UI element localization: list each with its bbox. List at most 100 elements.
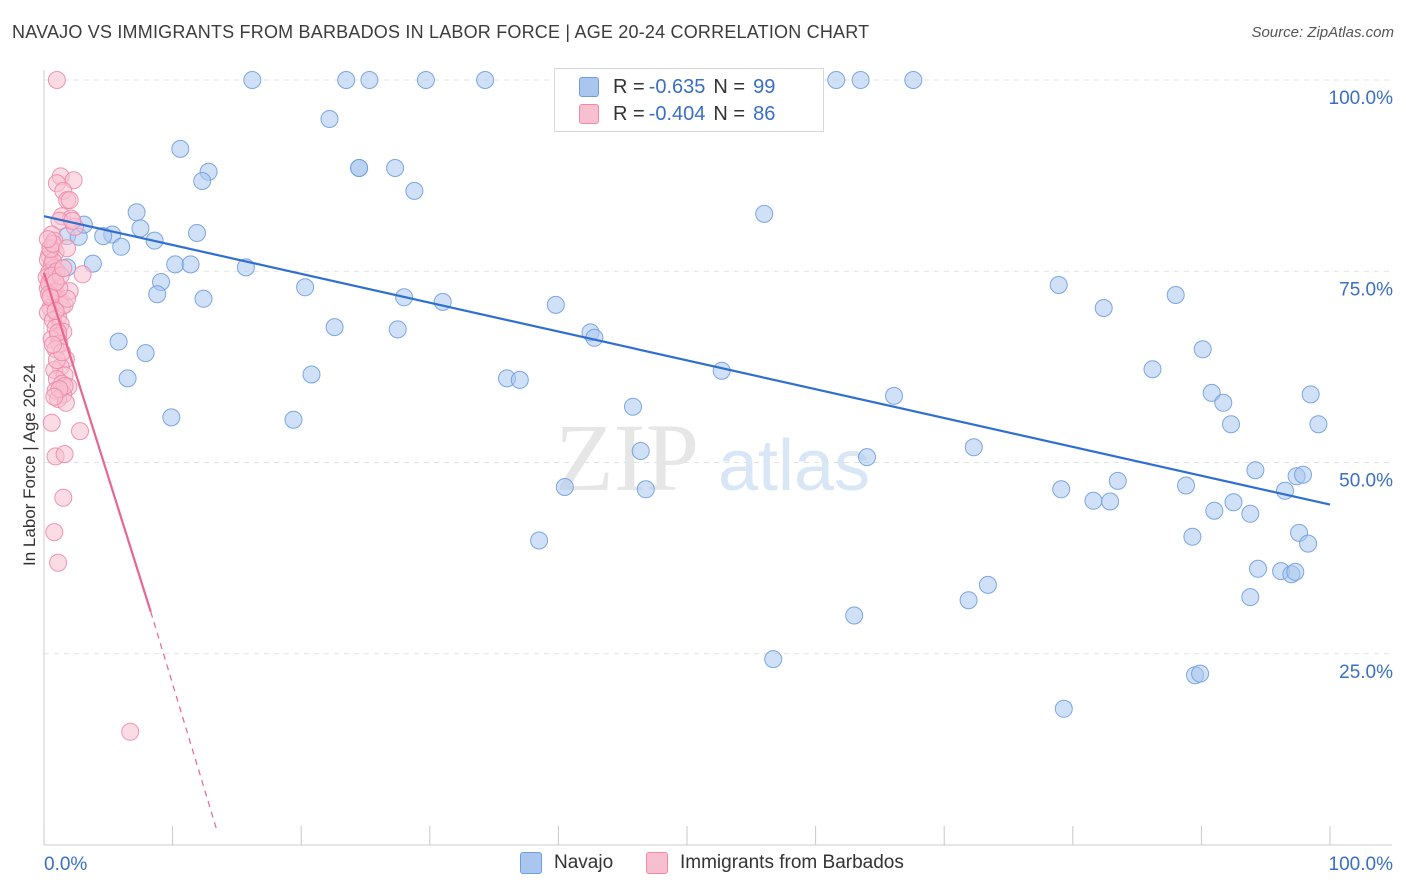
point-0-94 xyxy=(1054,699,1073,718)
point-0-62 xyxy=(1202,383,1221,402)
y-tick-label-3: 100.0% xyxy=(1329,88,1394,109)
point-0-41 xyxy=(109,332,128,351)
point-0-66 xyxy=(1309,415,1328,434)
point-0-89 xyxy=(1241,588,1260,607)
legend-n-value: 86 xyxy=(753,102,776,125)
point-0-38 xyxy=(755,204,774,223)
point-0-86 xyxy=(1286,562,1305,581)
point-0-50 xyxy=(885,386,903,405)
trend-line-navajo xyxy=(43,215,1331,506)
point-0-76 xyxy=(1205,501,1224,520)
point-0-53 xyxy=(636,480,655,499)
point-0-10 xyxy=(171,139,190,158)
point-0-20 xyxy=(94,227,113,246)
legend-item-navajo: Navajo xyxy=(520,852,613,874)
point-0-87 xyxy=(978,575,997,594)
point-0-82 xyxy=(530,531,549,550)
point-0-81 xyxy=(1299,534,1318,553)
legend-item-barbados: Immigrants from Barbados xyxy=(646,852,904,874)
x-tick-label-min: 0.0% xyxy=(44,854,87,875)
point-0-27 xyxy=(181,255,200,274)
point-0-24 xyxy=(188,224,206,242)
point-0-79 xyxy=(1183,527,1202,546)
point-1-52 xyxy=(71,422,89,441)
legend-r-label: R = xyxy=(613,102,645,125)
legend-swatch-barbados xyxy=(579,104,599,124)
x-tick-label-max: 100.0% xyxy=(1329,854,1394,875)
point-1-6 xyxy=(60,191,79,210)
point-0-12 xyxy=(193,172,212,190)
point-0-60 xyxy=(1193,340,1212,359)
chart-title: NAVAJO VS IMMIGRANTS FROM BARBADOS IN LA… xyxy=(12,22,870,42)
point-0-54 xyxy=(555,478,574,496)
legend-n-label: N = xyxy=(713,102,746,125)
legend-label-navajo: Navajo xyxy=(554,852,614,873)
point-0-70 xyxy=(1294,465,1312,484)
point-0-59 xyxy=(1166,286,1185,304)
point-0-36 xyxy=(388,320,407,339)
point-0-42 xyxy=(136,344,155,363)
legend-n-label: N = xyxy=(713,75,746,98)
x-tick-labels: 0.0% 100.0% xyxy=(44,854,1393,875)
legend-row-barbados: R = -0.404 N = 86 xyxy=(579,102,775,126)
y-tick-label-1: 50.0% xyxy=(1339,471,1393,492)
point-0-0 xyxy=(243,71,262,89)
point-0-6 xyxy=(827,71,846,89)
legend-r-label: R = xyxy=(613,75,645,98)
point-0-1 xyxy=(337,71,356,89)
legend-n-value: 99 xyxy=(753,75,776,98)
point-0-15 xyxy=(405,181,424,200)
point-0-77 xyxy=(1224,493,1243,512)
point-0-90 xyxy=(845,606,864,625)
point-0-65 xyxy=(1301,385,1320,404)
point-0-14 xyxy=(386,159,405,177)
point-0-52 xyxy=(631,442,650,460)
trend-line-barbados-extension xyxy=(150,611,219,833)
legend-r-value: -0.635 xyxy=(648,75,706,98)
point-0-9 xyxy=(320,110,339,128)
trend-lines xyxy=(42,215,1331,833)
point-0-43 xyxy=(118,369,137,388)
point-0-31 xyxy=(194,289,213,308)
point-1-56 xyxy=(45,523,64,542)
legend-swatch-barbados xyxy=(646,852,668,874)
point-0-96 xyxy=(350,159,369,177)
point-1-77 xyxy=(45,387,64,406)
point-0-7 xyxy=(851,71,870,89)
watermark-zip: ZIP xyxy=(555,404,699,511)
point-0-22 xyxy=(127,203,146,222)
watermark: ZIP atlas xyxy=(555,404,870,511)
point-0-47 xyxy=(712,361,731,380)
trend-line-barbados xyxy=(42,272,152,613)
grid xyxy=(44,79,1392,655)
point-0-78 xyxy=(1241,504,1260,523)
point-1-72 xyxy=(54,259,73,278)
legend-swatch-navajo xyxy=(520,852,542,874)
point-0-3 xyxy=(416,71,435,89)
legend-swatch-navajo xyxy=(579,77,599,97)
legend-r-value: -0.404 xyxy=(648,102,706,125)
point-0-2 xyxy=(360,71,379,89)
point-0-93 xyxy=(1191,664,1210,683)
point-0-48 xyxy=(162,408,181,427)
point-0-73 xyxy=(1052,480,1071,499)
point-0-74 xyxy=(1084,491,1103,510)
correlation-legend: R = -0.635 N = 99 R = -0.404 N = 86 xyxy=(554,68,824,132)
point-0-55 xyxy=(858,448,876,467)
point-1-81 xyxy=(58,239,77,258)
point-0-57 xyxy=(1049,276,1068,294)
point-0-58 xyxy=(1094,299,1113,317)
point-0-67 xyxy=(1246,461,1265,480)
point-0-88 xyxy=(959,591,978,610)
point-1-58 xyxy=(121,722,140,741)
point-0-63 xyxy=(1214,393,1233,412)
point-0-72 xyxy=(1177,476,1195,495)
point-1-85 xyxy=(44,335,62,354)
point-0-64 xyxy=(1222,415,1240,434)
series-navajo-points xyxy=(58,71,1328,718)
point-0-33 xyxy=(325,318,344,337)
watermark-atlas: atlas xyxy=(718,426,870,506)
point-0-37 xyxy=(546,295,565,314)
point-1-55 xyxy=(54,488,73,507)
